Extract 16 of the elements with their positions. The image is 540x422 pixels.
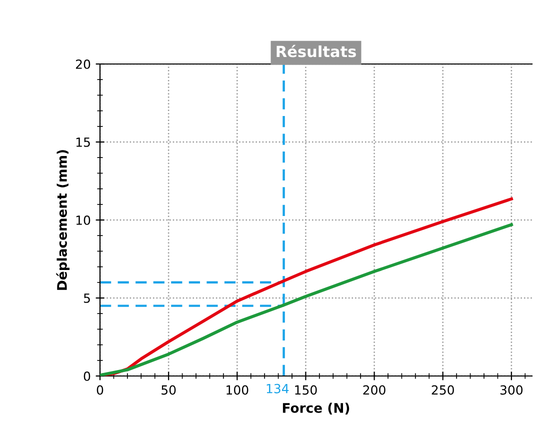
x-tick-label: 200	[363, 385, 386, 395]
x-tick-label: 0	[96, 385, 104, 395]
y-tick-label: 10	[76, 215, 90, 225]
ref-line-label: 134	[266, 384, 289, 394]
y-tick-label: 0	[84, 371, 90, 381]
y-tick-label: 20	[76, 59, 90, 69]
x-tick-label: 250	[432, 385, 454, 395]
x-tick-label: 150	[295, 385, 317, 395]
x-tick-label: 100	[226, 385, 248, 395]
chart-title: Résultats	[276, 44, 356, 58]
x-tick-label: 50	[162, 385, 176, 395]
y-axis-title: Déplacement (mm)	[56, 150, 70, 290]
x-tick-label: 300	[500, 385, 523, 395]
y-tick-label: 5	[84, 294, 90, 303]
y-tick-label: 15	[76, 138, 90, 147]
x-axis-title: Force (N)	[282, 402, 350, 414]
